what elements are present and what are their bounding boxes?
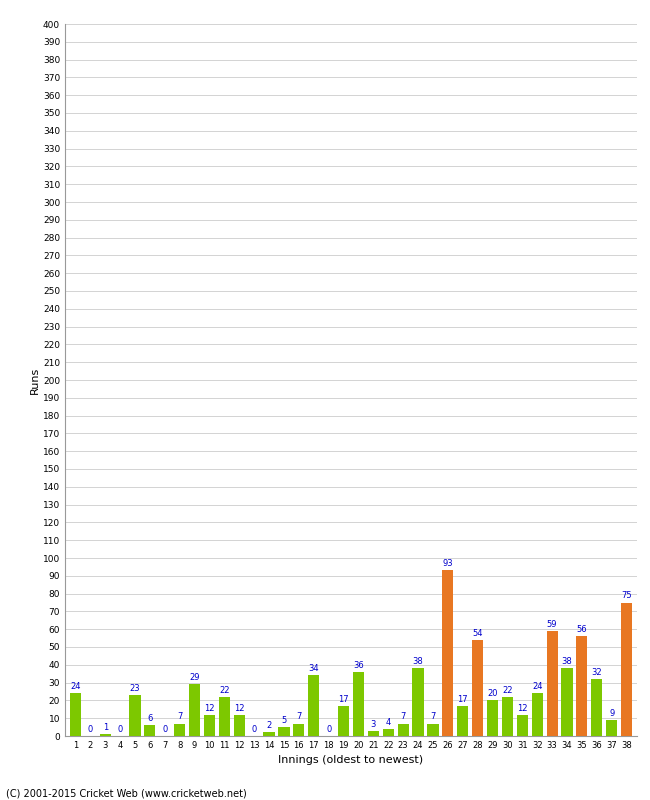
Text: 93: 93 (443, 559, 453, 568)
Text: 24: 24 (70, 682, 81, 691)
Text: 7: 7 (430, 713, 436, 722)
Text: 59: 59 (547, 620, 557, 629)
Bar (577, 636, 588, 736)
Text: 34: 34 (309, 664, 319, 674)
Bar (413, 668, 424, 736)
Bar (368, 730, 379, 736)
Text: 0: 0 (118, 725, 123, 734)
Text: 22: 22 (219, 686, 229, 694)
Bar (99, 734, 111, 736)
Bar (219, 697, 230, 736)
Bar (547, 631, 558, 736)
Bar (278, 727, 289, 736)
Text: 7: 7 (296, 713, 302, 722)
Text: 7: 7 (177, 713, 183, 722)
Text: 32: 32 (592, 668, 602, 677)
Text: 6: 6 (147, 714, 153, 723)
Bar (457, 706, 468, 736)
Text: 20: 20 (488, 690, 498, 698)
Text: 12: 12 (234, 703, 244, 713)
Bar (234, 714, 245, 736)
Bar (189, 684, 200, 736)
Bar (129, 695, 140, 736)
Text: (C) 2001-2015 Cricket Web (www.cricketweb.net): (C) 2001-2015 Cricket Web (www.cricketwe… (6, 788, 247, 798)
Bar (308, 675, 319, 736)
Text: 7: 7 (400, 713, 406, 722)
Bar (427, 723, 439, 736)
Text: 3: 3 (370, 719, 376, 729)
Text: 75: 75 (621, 591, 632, 600)
Text: 5: 5 (281, 716, 287, 725)
Text: 12: 12 (517, 703, 528, 713)
Bar (442, 570, 454, 736)
Text: 17: 17 (458, 694, 468, 704)
Text: 2: 2 (266, 722, 272, 730)
Bar (592, 679, 603, 736)
Bar (70, 694, 81, 736)
Text: 23: 23 (130, 684, 140, 693)
Text: 4: 4 (385, 718, 391, 726)
Bar (621, 602, 632, 736)
Bar (398, 723, 409, 736)
Bar (502, 697, 513, 736)
Text: 0: 0 (88, 725, 93, 734)
Bar (263, 733, 275, 736)
Bar (293, 723, 304, 736)
Text: 29: 29 (189, 674, 200, 682)
Text: 0: 0 (162, 725, 168, 734)
Text: 38: 38 (413, 658, 423, 666)
Bar (517, 714, 528, 736)
Bar (562, 668, 573, 736)
Bar (174, 723, 185, 736)
Text: 22: 22 (502, 686, 513, 694)
Text: 0: 0 (326, 725, 332, 734)
X-axis label: Innings (oldest to newest): Innings (oldest to newest) (278, 755, 424, 766)
Text: 9: 9 (609, 709, 614, 718)
Bar (144, 726, 155, 736)
Bar (338, 706, 349, 736)
Bar (532, 694, 543, 736)
Y-axis label: Runs: Runs (30, 366, 40, 394)
Text: 24: 24 (532, 682, 543, 691)
Bar (353, 672, 364, 736)
Bar (383, 729, 394, 736)
Text: 56: 56 (577, 625, 587, 634)
Bar (472, 640, 483, 736)
Text: 17: 17 (338, 694, 349, 704)
Bar (487, 701, 498, 736)
Bar (606, 720, 618, 736)
Text: 0: 0 (252, 725, 257, 734)
Text: 1: 1 (103, 723, 108, 732)
Text: 36: 36 (353, 661, 364, 670)
Bar (204, 714, 215, 736)
Text: 12: 12 (204, 703, 214, 713)
Text: 38: 38 (562, 658, 573, 666)
Text: 54: 54 (473, 629, 483, 638)
